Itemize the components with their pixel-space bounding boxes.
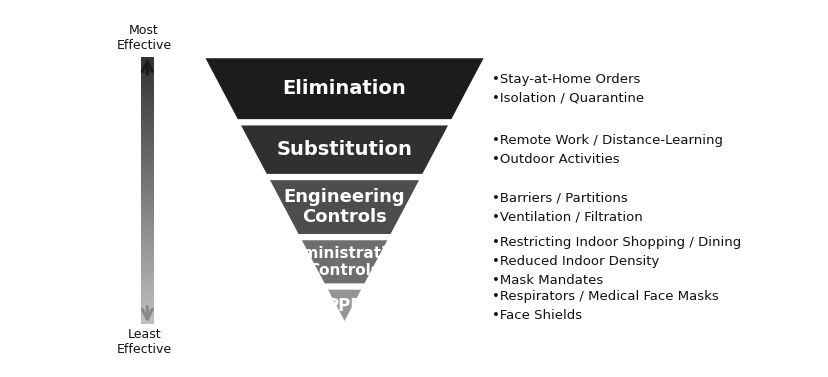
Bar [141,217,153,221]
Text: PPE: PPE [326,297,362,315]
Bar [141,190,153,194]
Bar [141,157,153,160]
Bar [141,107,153,110]
Bar [141,237,153,241]
Bar [141,77,153,80]
Bar [141,204,153,207]
Bar [141,110,153,113]
Text: •Stay-at-Home Orders
•Isolation / Quarantine: •Stay-at-Home Orders •Isolation / Quaran… [492,73,643,105]
Bar [141,214,153,217]
Bar [141,100,153,104]
Bar [141,250,153,254]
Polygon shape [299,239,389,285]
Bar [141,74,153,77]
Bar [141,67,153,70]
Bar [141,137,153,140]
Bar [141,70,153,74]
Bar [141,280,153,284]
Text: Substitution: Substitution [277,140,412,159]
Polygon shape [325,288,363,324]
Bar [141,60,153,64]
Bar [141,164,153,167]
Bar [141,234,153,237]
Text: Administrative
Controls: Administrative Controls [281,246,407,278]
Text: Most
Effective: Most Effective [117,25,171,52]
Text: •Restricting Indoor Shopping / Dining
•Reduced Indoor Density
•Mask Mandates: •Restricting Indoor Shopping / Dining •R… [492,236,741,287]
Bar [141,64,153,67]
Bar [141,264,153,267]
Bar [141,133,153,137]
Bar [141,207,153,210]
Text: •Respirators / Medical Face Masks
•Face Shields: •Respirators / Medical Face Masks •Face … [492,290,718,322]
Bar [141,184,153,187]
Bar [141,294,153,297]
Bar [141,300,153,304]
Bar [141,187,153,190]
Bar [141,277,153,280]
Bar [141,154,153,157]
Bar [141,104,153,107]
Bar [141,201,153,204]
Bar [141,304,153,307]
Bar [141,57,153,60]
Polygon shape [238,124,450,175]
Bar [141,174,153,177]
Bar [141,144,153,147]
Bar [141,127,153,130]
Bar [141,117,153,120]
Bar [141,160,153,164]
Bar [141,177,153,180]
Bar [141,84,153,87]
Bar [141,241,153,244]
Bar [141,257,153,261]
Bar [141,311,153,314]
Bar [141,267,153,271]
Bar [141,287,153,291]
Bar [141,247,153,250]
Polygon shape [267,179,421,235]
Bar [141,244,153,247]
Text: •Remote Work / Distance-Learning
•Outdoor Activities: •Remote Work / Distance-Learning •Outdoo… [492,134,723,166]
Bar [141,230,153,234]
Bar [141,97,153,100]
Bar [141,224,153,227]
Bar [141,291,153,294]
Bar [141,197,153,201]
Bar [141,167,153,170]
Bar [141,314,153,317]
Bar [141,297,153,300]
Bar [141,113,153,117]
Bar [141,93,153,97]
Text: Elimination: Elimination [282,79,406,98]
Bar [141,90,153,93]
Bar [141,317,153,320]
Text: Least
Effective: Least Effective [117,328,171,356]
Bar [141,284,153,287]
Bar [141,227,153,230]
Bar [141,130,153,133]
Bar [141,254,153,257]
Bar [141,261,153,264]
Bar [141,274,153,277]
Bar [141,147,153,150]
Bar [141,124,153,127]
Bar [141,180,153,184]
Bar [141,271,153,274]
Text: Engineering
Controls: Engineering Controls [283,188,405,227]
Polygon shape [203,57,485,121]
Bar [141,194,153,197]
Bar [141,80,153,84]
Bar [141,307,153,311]
Bar [141,221,153,224]
Bar [141,140,153,144]
Bar [141,150,153,154]
Bar [141,87,153,90]
Bar [141,170,153,174]
Text: •Barriers / Partitions
•Ventilation / Filtration: •Barriers / Partitions •Ventilation / Fi… [492,191,643,223]
Bar [141,120,153,124]
Bar [141,320,153,324]
Bar [141,210,153,214]
